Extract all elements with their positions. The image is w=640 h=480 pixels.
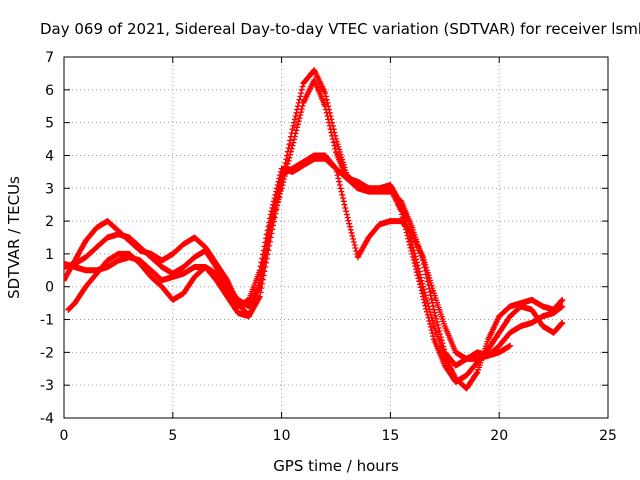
y-axis-label: SDTVAR / TECUs (5, 176, 23, 299)
grid-lines (64, 57, 608, 418)
y-tick-label: 3 (45, 181, 54, 197)
x-axis-label: GPS time / hours (273, 457, 399, 475)
axis-ticks (63, 56, 609, 419)
y-tick-label: 4 (45, 148, 54, 164)
x-tick-label: 10 (273, 428, 291, 444)
y-tick-label: -4 (40, 411, 54, 427)
x-tick-label: 15 (381, 428, 399, 444)
y-tick-label: 1 (45, 247, 54, 263)
x-tick-label: 5 (168, 428, 177, 444)
y-tick-label: -1 (40, 313, 54, 329)
y-tick-label: 6 (45, 83, 54, 99)
x-tick-label: 0 (60, 428, 69, 444)
y-tick-labels: -4 -3 -2 -1 0 1 2 3 4 5 6 7 (40, 50, 54, 427)
x-tick-labels: 0 5 10 15 20 25 (60, 428, 617, 444)
y-tick-label: 0 (45, 280, 54, 296)
x-tick-label: 20 (490, 428, 508, 444)
data-series (64, 67, 566, 392)
chart-title: Day 069 of 2021, Sidereal Day-to-day VTE… (40, 20, 640, 38)
series-markers (65, 155, 514, 362)
y-tick-label: 2 (45, 214, 54, 230)
plot-frame (63, 56, 609, 419)
y-tick-label: -2 (40, 345, 54, 361)
x-tick-label: 25 (599, 428, 617, 444)
series-track-4 (65, 155, 514, 362)
y-tick-label: -3 (40, 378, 54, 394)
y-tick-label: 7 (45, 50, 54, 66)
y-tick-label: 5 (45, 116, 54, 132)
